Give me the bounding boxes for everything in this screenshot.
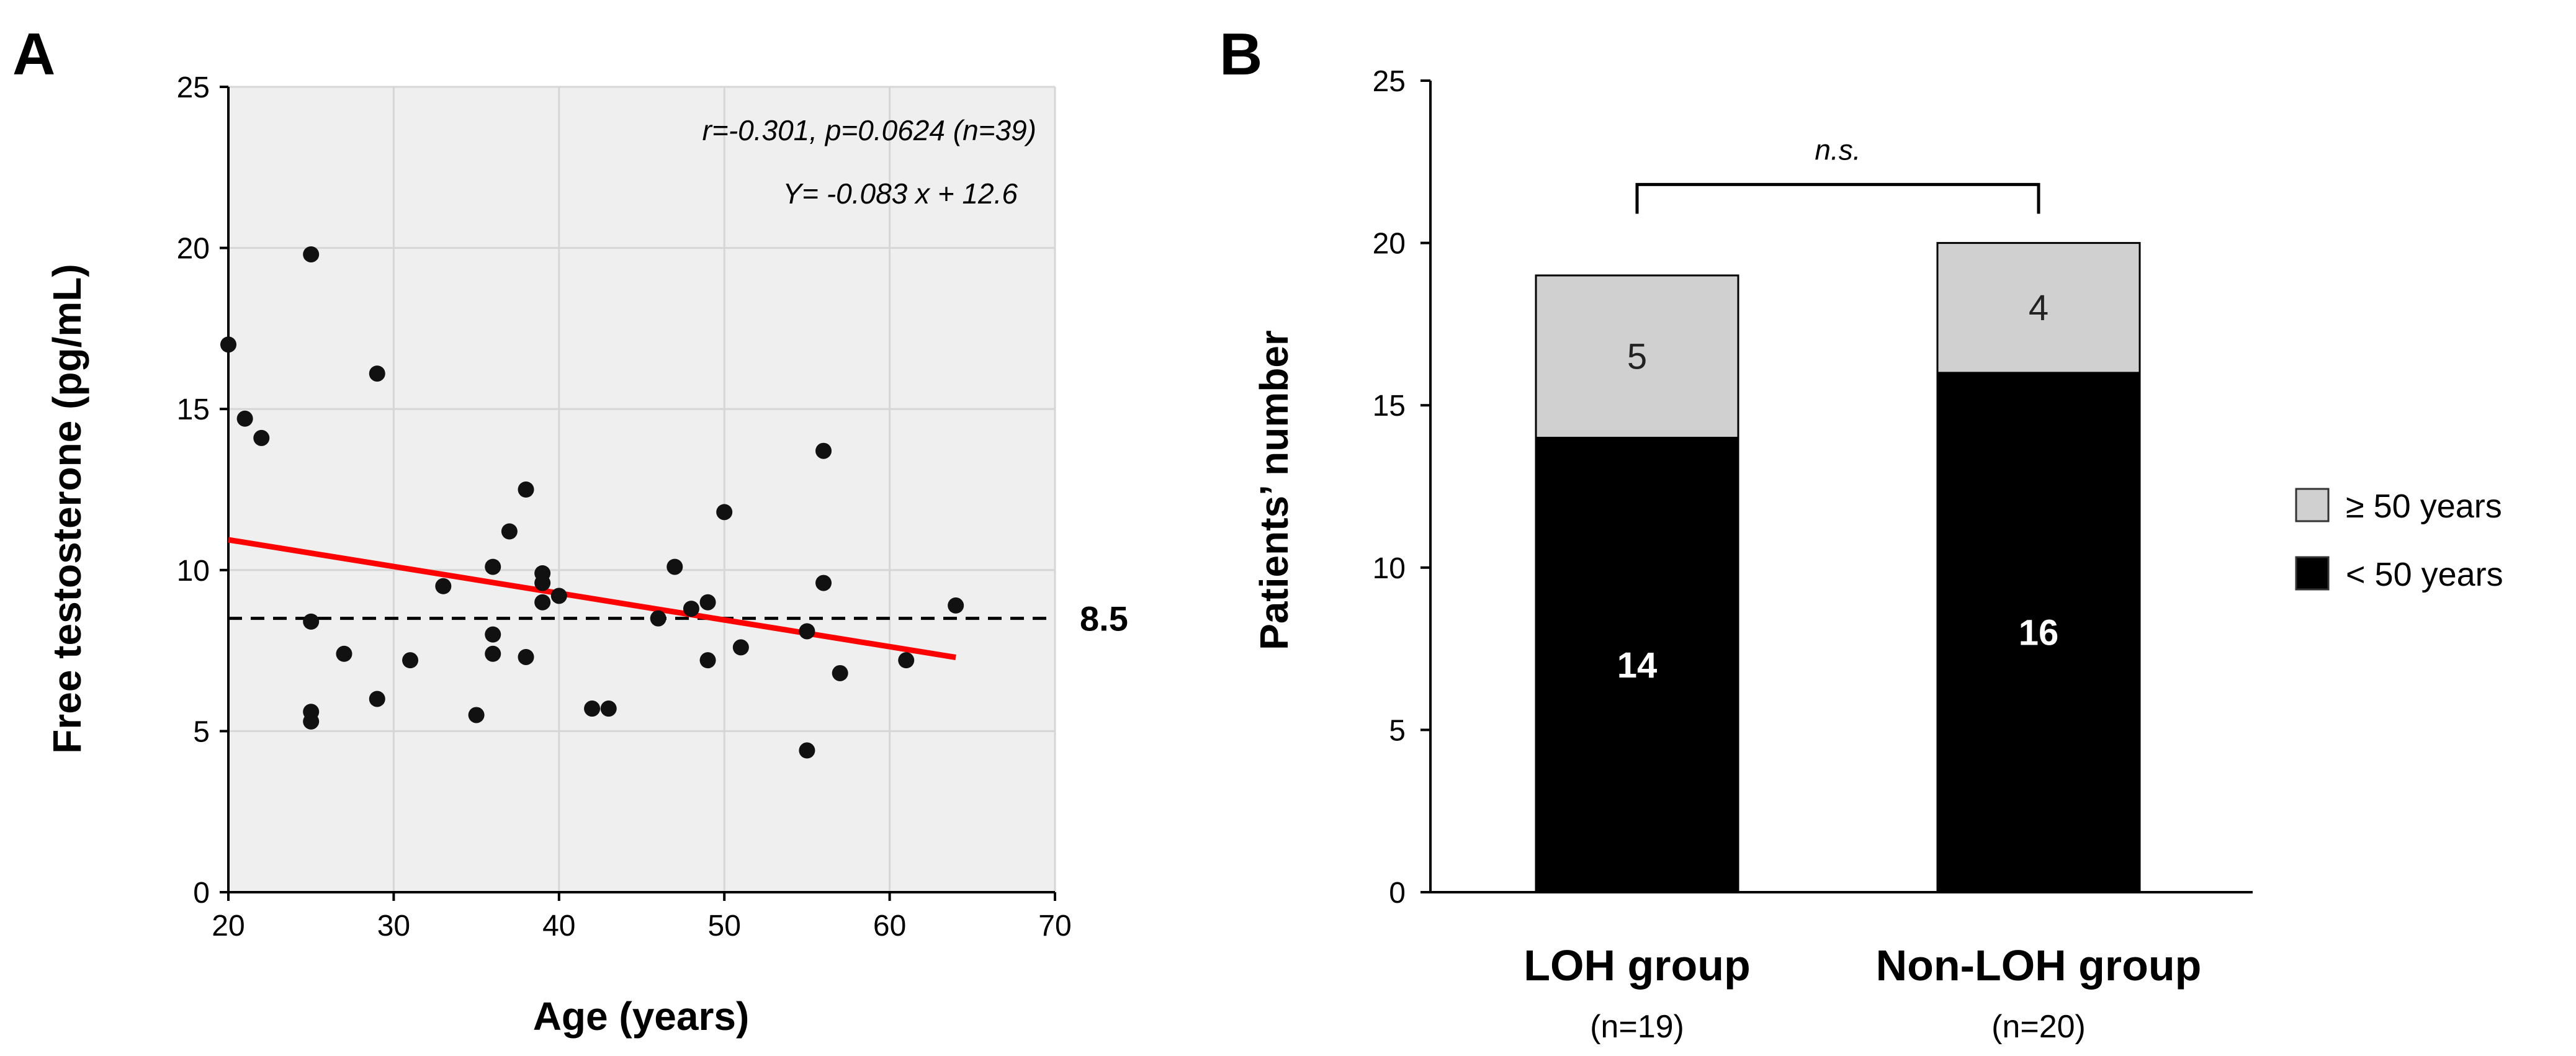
scatter-point <box>832 664 848 681</box>
category-sublabel-non-loh: (n=20) <box>1991 1009 2086 1045</box>
bar-value-over-50: 4 <box>2029 288 2049 328</box>
bars: 14 5 16 4 <box>1535 242 2141 893</box>
regression-line <box>228 537 956 660</box>
panel-a-letter: A <box>12 21 55 87</box>
scatter-point <box>485 645 501 662</box>
stats-annotation: r=-0.301, p=0.0624 (n=39) <box>702 114 1036 146</box>
scatter-point <box>303 246 320 262</box>
category-sublabel-loh: (n=19) <box>1590 1009 1684 1045</box>
scatter-point <box>683 601 699 617</box>
scatter-point <box>485 558 501 575</box>
y-tick-label: 25 <box>177 71 210 104</box>
scatter-point <box>303 713 320 730</box>
scatter-point <box>699 594 716 611</box>
scatter-point <box>534 575 551 591</box>
bar-y-tick-label: 5 <box>1389 714 1406 747</box>
significance-label: n.s. <box>1815 133 1860 166</box>
scatter-point <box>799 742 815 759</box>
y-tick-label: 10 <box>177 555 210 588</box>
legend-swatch-under-50 <box>2295 556 2330 591</box>
scatter-point <box>369 365 385 382</box>
scatter-point <box>898 652 915 669</box>
scatter-point <box>716 504 733 521</box>
bar-y-tick-label: 10 <box>1373 552 1406 585</box>
scatter-point <box>402 652 419 669</box>
scatter-point <box>650 610 666 627</box>
y-tick-label: 15 <box>177 393 210 426</box>
scatter-point <box>600 700 617 717</box>
bar-over-50 <box>1535 274 1739 439</box>
legend-label-under-50: < 50 years <box>2346 556 2503 593</box>
scatter-point <box>518 481 534 498</box>
y-tick-label: 0 <box>193 877 210 910</box>
scatter-point <box>550 588 567 604</box>
x-tick-label: 20 <box>212 910 245 942</box>
scatter-point <box>485 626 501 643</box>
x-tick-label: 40 <box>542 910 575 942</box>
y-tick-label: 5 <box>193 715 210 748</box>
bar-value-under-50: 14 <box>1617 645 1658 686</box>
scatter-point <box>369 691 385 707</box>
scatter-point <box>699 652 716 669</box>
scatter-point <box>948 597 964 614</box>
x-axis-title: Age (years) <box>533 994 750 1039</box>
category-label-loh: LOH group <box>1524 941 1750 990</box>
scatter-point <box>435 578 452 594</box>
scatter-point <box>666 558 683 575</box>
reference-line-label: 8.5 <box>1080 599 1128 638</box>
scatter-point <box>303 613 320 630</box>
scatter-point <box>336 645 352 662</box>
bar-under-50 <box>1936 372 2141 893</box>
scatter-point <box>732 639 749 656</box>
bar-value-over-50: 5 <box>1627 337 1647 377</box>
bar-y-tick-label: 25 <box>1373 65 1406 98</box>
scatter-point <box>501 523 518 540</box>
scatter-point <box>584 700 601 717</box>
bar-y-tick-label: 15 <box>1373 390 1406 423</box>
scatter-axes <box>220 86 1056 901</box>
y-tick-label: 20 <box>177 233 210 266</box>
scatter-gridlines <box>227 86 1056 893</box>
x-tick-label: 30 <box>377 910 410 942</box>
scatter-point <box>534 594 551 611</box>
scatter-points <box>220 246 964 759</box>
legend-label-over-50: ≥ 50 years <box>2346 488 2502 525</box>
bar-y-axis-title: Patients’ number <box>1252 330 1296 650</box>
bar-y-tick-label: 20 <box>1373 228 1406 261</box>
x-tick-label: 70 <box>1038 910 1071 942</box>
x-tick-label: 60 <box>873 910 906 942</box>
scatter-point <box>253 429 270 446</box>
scatter-point <box>518 648 534 665</box>
y-axis-title: Free testosterone (pg/mL) <box>45 264 89 753</box>
scatter-point <box>815 575 832 591</box>
scatter-point <box>236 410 253 427</box>
panel-b-letter: B <box>1219 21 1262 87</box>
bar-over-50 <box>1936 242 2141 374</box>
scatter-tick-labels: 20 30 40 50 60 70 0 5 10 15 20 25 <box>177 71 1072 942</box>
scatter-point <box>468 707 485 723</box>
bar-tick-labels: 0 5 10 15 20 25 <box>1373 65 1406 910</box>
scatter-plot-area <box>228 87 1055 892</box>
equation-annotation: Y= -0.083 x + 12.6 <box>783 177 1018 210</box>
bar-value-under-50: 16 <box>2019 612 2059 653</box>
scatter-point <box>220 336 236 353</box>
scatter-point <box>815 442 832 459</box>
legend-swatch-over-50 <box>2295 488 2330 522</box>
category-label-non-loh: Non-LOH group <box>1876 941 2202 990</box>
significance-bracket <box>1635 182 2040 214</box>
bar-y-tick-label: 0 <box>1389 877 1406 910</box>
x-tick-label: 50 <box>708 910 741 942</box>
scatter-point <box>799 623 815 640</box>
